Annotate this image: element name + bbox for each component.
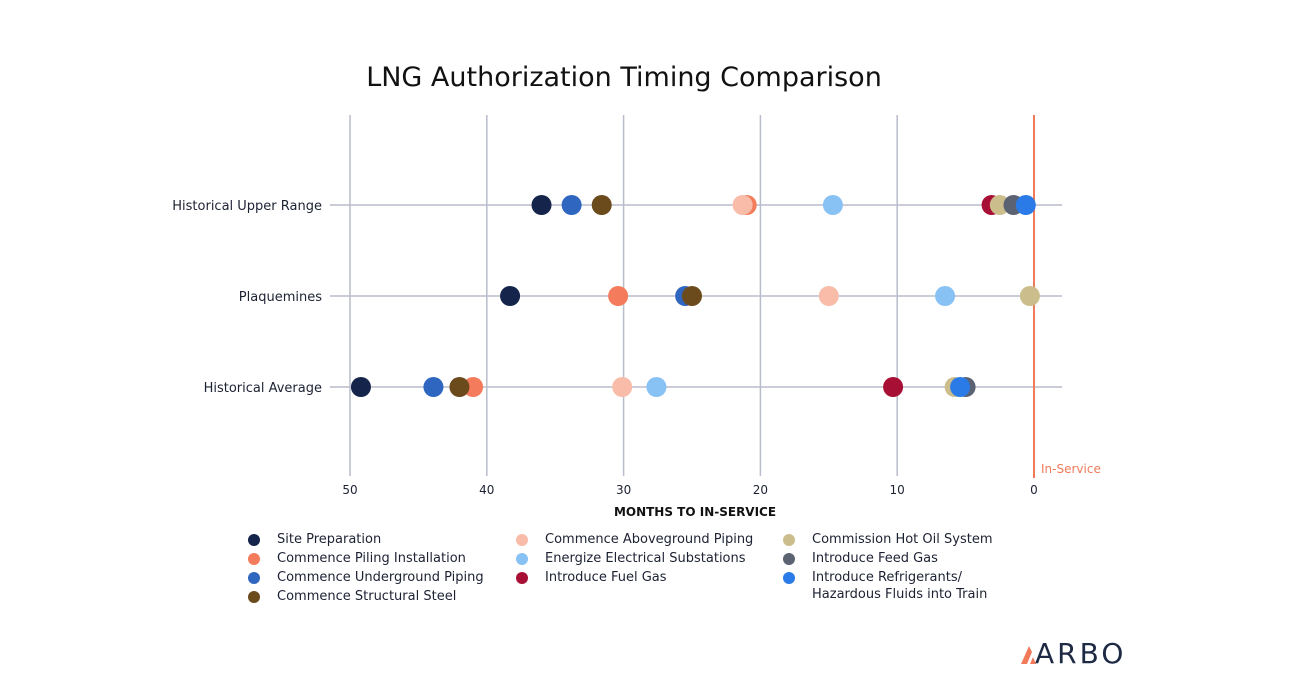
data-point xyxy=(350,377,371,397)
legend-label: Commence Aboveground Piping xyxy=(545,532,754,547)
legend-label: Energize Electrical Substations xyxy=(545,551,746,566)
data-points xyxy=(350,195,1040,397)
legend-swatch xyxy=(516,553,528,565)
y-category-label: Historical Upper Range xyxy=(172,199,322,214)
legend-label: Commence Structural Steel xyxy=(277,589,457,604)
data-point xyxy=(646,377,667,397)
arbo-logo: ARBO xyxy=(1019,637,1139,673)
legend-swatch xyxy=(783,553,795,565)
legend-label: Introduce Fuel Gas xyxy=(545,570,667,585)
data-point xyxy=(989,195,1010,215)
legend-item: Commence Structural Steel xyxy=(248,588,457,605)
arbo-logo-mark xyxy=(1021,646,1036,664)
x-axis-ticks: 50 40 30 20 10 0 xyxy=(342,483,1037,497)
x-tick-label: 10 xyxy=(890,483,905,497)
x-tick-label: 20 xyxy=(753,483,768,497)
legend-label: Commence Underground Piping xyxy=(277,570,484,585)
data-point xyxy=(822,195,843,215)
legend-item: Commence Aboveground Piping xyxy=(516,531,754,548)
data-point xyxy=(883,377,904,397)
legend-swatch xyxy=(248,553,260,565)
data-point xyxy=(682,286,702,306)
y-axis-categories: Historical Upper Range Plaquemines Histori… xyxy=(172,199,322,396)
data-point xyxy=(818,286,839,306)
legend-swatch xyxy=(783,572,795,584)
legend-item: Site Preparation xyxy=(248,531,382,548)
x-tick-label: 40 xyxy=(479,483,494,497)
legend-item: Commission Hot Oil System xyxy=(783,531,993,548)
data-point xyxy=(423,377,444,397)
data-point xyxy=(449,377,470,397)
data-point xyxy=(561,195,582,215)
legend-item: Introduce Refrigerants/Hazardous Fluids … xyxy=(783,569,988,603)
legend-item: Commence Piling Installation xyxy=(248,550,466,567)
data-point xyxy=(1015,195,1036,215)
x-axis-label: MONTHS TO IN-SERVICE xyxy=(614,505,776,519)
legend-item: Energize Electrical Substations xyxy=(516,550,746,567)
data-point xyxy=(608,286,629,306)
legend-swatch xyxy=(248,572,260,584)
data-point xyxy=(591,195,612,215)
legend-item: Commence Underground Piping xyxy=(248,569,484,586)
data-point xyxy=(732,195,753,215)
x-tick-label: 50 xyxy=(342,483,357,497)
data-point xyxy=(500,286,521,306)
legend-swatch xyxy=(248,591,260,603)
legend-item: Introduce Feed Gas xyxy=(783,550,938,567)
data-point xyxy=(612,377,633,397)
legend-swatch xyxy=(516,534,528,546)
y-category-label: Historical Average xyxy=(204,381,322,396)
legend-label: Introduce Refrigerants/ xyxy=(812,570,962,585)
data-point xyxy=(531,195,552,215)
x-tick-label: 0 xyxy=(1030,483,1038,497)
x-tick-label: 30 xyxy=(616,483,631,497)
data-point xyxy=(463,377,484,397)
data-point xyxy=(1019,286,1040,306)
chart-title: LNG Authorization Timing Comparison xyxy=(366,62,882,93)
data-point xyxy=(935,286,956,306)
data-point xyxy=(950,377,971,397)
legend-label: Introduce Feed Gas xyxy=(812,551,938,566)
arbo-logo-text: ARBO xyxy=(1035,637,1127,670)
in-service-label: In-Service xyxy=(1041,462,1101,476)
legend-swatch xyxy=(248,534,260,546)
y-category-label: Plaquemines xyxy=(239,290,322,305)
legend-swatch xyxy=(783,534,795,546)
legend-label: Site Preparation xyxy=(277,532,382,547)
legend-label: Commission Hot Oil System xyxy=(812,532,993,547)
legend-swatch xyxy=(516,572,528,584)
legend-label-line2: Hazardous Fluids into Train xyxy=(812,587,988,602)
legend-item: Introduce Fuel Gas xyxy=(516,569,667,586)
legend-label: Commence Piling Installation xyxy=(277,551,466,566)
